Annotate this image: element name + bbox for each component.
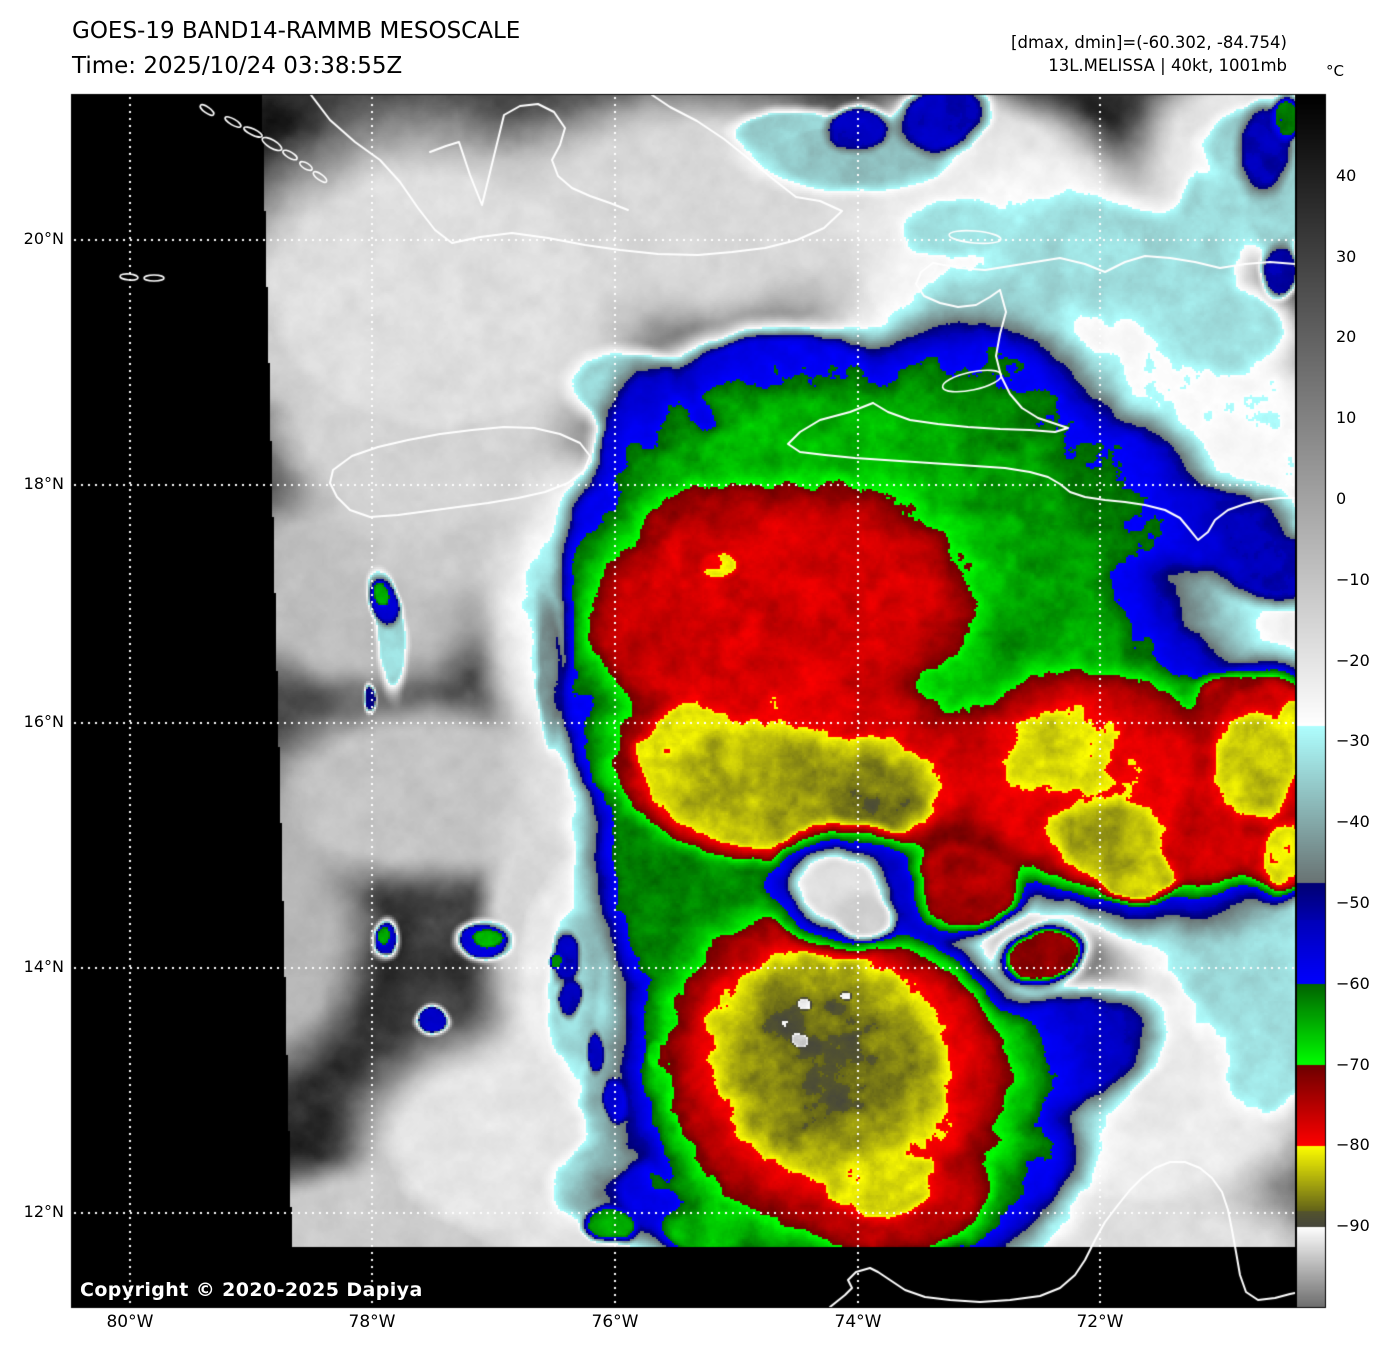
colorbar-tick-label: 20 <box>1336 327 1357 347</box>
colorbar-tick-label: 0 <box>1336 489 1347 508</box>
colorbar-tick-label: −10 <box>1336 569 1370 589</box>
lat-tick-label: 12°N <box>23 1201 64 1221</box>
lon-tick-label: 72°W <box>1076 1312 1124 1332</box>
dmax-dmin-readout: [dmax, dmin]=(-60.302, -84.754) <box>1011 33 1287 52</box>
lat-tick-label: 18°N <box>23 474 64 494</box>
lat-tick-label: 20°N <box>23 228 64 248</box>
colorbar-tick-label: 40 <box>1336 165 1357 185</box>
colorbar-tick-label: −70 <box>1336 1054 1370 1074</box>
colorbar-tick-label: −40 <box>1336 812 1370 832</box>
colorbar-tick-label: 30 <box>1336 246 1357 266</box>
lon-tick-label: 80°W <box>106 1312 154 1332</box>
colorbar-tick-label: −60 <box>1336 973 1370 993</box>
timestamp: Time: 2025/10/24 03:38:55Z <box>72 53 403 79</box>
colorbar-tick-label: −30 <box>1336 731 1370 751</box>
storm-info: 13L.MELISSA | 40kt, 1001mb <box>1048 56 1287 75</box>
lon-tick-label: 76°W <box>591 1312 639 1332</box>
lon-tick-label: 74°W <box>834 1312 882 1332</box>
colorbar-tick-label: 10 <box>1336 408 1357 428</box>
colorbar-unit-label: °C <box>1326 62 1344 80</box>
lat-tick-label: 16°N <box>23 712 64 732</box>
product-title: GOES-19 BAND14-RAMMB MESOSCALE <box>72 18 521 44</box>
copyright-watermark: Copyright © 2020-2025 Dapiya <box>80 1279 423 1301</box>
colorbar-tick-label: −20 <box>1336 650 1370 670</box>
colorbar-tick-label: −80 <box>1336 1135 1370 1155</box>
lat-tick-label: 14°N <box>23 957 64 976</box>
colorbar-tick-label: −90 <box>1336 1216 1370 1236</box>
colorbar-tick-label: −50 <box>1336 893 1370 912</box>
lon-tick-label: 78°W <box>348 1312 396 1332</box>
